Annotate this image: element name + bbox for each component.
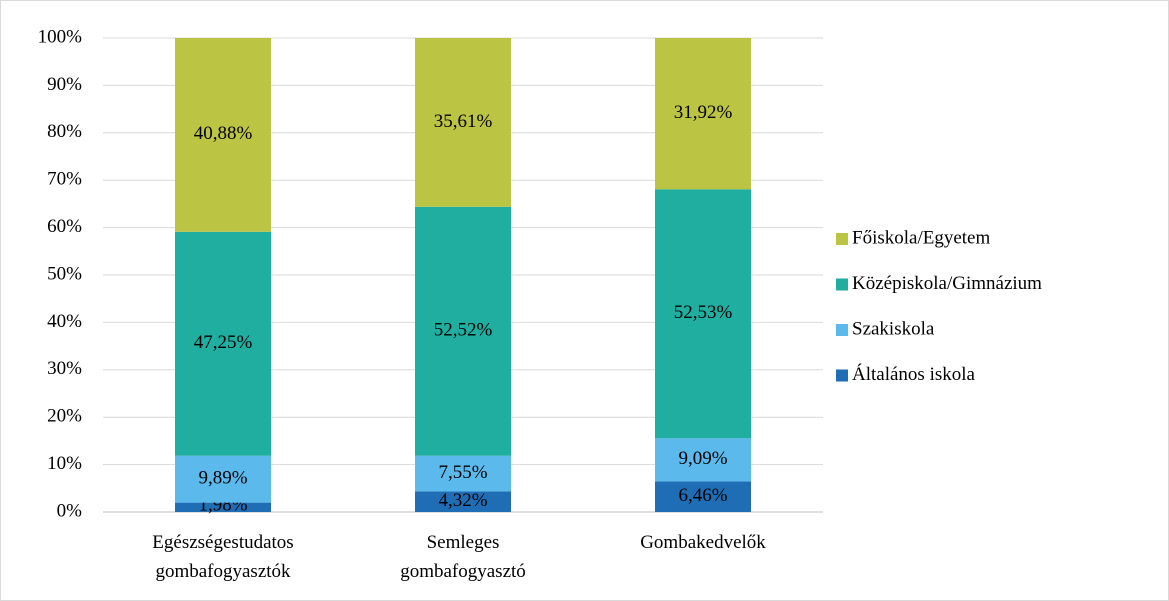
legend-swatch: [836, 324, 848, 336]
y-tick-label: 10%: [47, 453, 82, 474]
legend-swatch: [836, 233, 848, 245]
data-label: 4,32%: [438, 490, 487, 511]
y-tick-label: 30%: [47, 358, 82, 379]
x-tick-label: Semleges gombafogyasztó: [400, 532, 526, 582]
bar-segment: [415, 455, 511, 492]
legend-swatch: [836, 278, 848, 291]
bar-segment: [175, 455, 271, 503]
data-label: 31,92%: [674, 102, 733, 123]
data-label: 35,61%: [434, 111, 493, 132]
y-tick-label: 60%: [47, 216, 82, 237]
y-tick-label: 50%: [47, 263, 82, 284]
bar-segment: [655, 38, 751, 190]
data-label: 52,52%: [434, 320, 493, 341]
bar-segment: [175, 38, 271, 232]
y-tick-label: 20%: [47, 406, 82, 427]
bar-segment: [175, 231, 271, 456]
y-tick-label: 40%: [47, 311, 82, 332]
legend-label: Középiskola/Gimnázium: [852, 273, 1042, 294]
data-label: 9,89%: [198, 468, 247, 489]
bar-segment: [415, 206, 511, 456]
y-tick-label: 100%: [38, 26, 83, 47]
bar-segment: [415, 38, 511, 207]
legend-swatch: [836, 369, 848, 382]
x-tick-label: Egészségestudatos gombafogyasztók: [152, 532, 294, 582]
legend-label: Általános iskola: [852, 363, 976, 385]
x-tick-label: Gombakedvelők: [640, 532, 766, 553]
bar-segment: [655, 481, 751, 512]
y-tick-label: 0%: [57, 500, 83, 521]
data-label: 40,88%: [194, 123, 253, 144]
data-label: 6,46%: [678, 485, 727, 506]
data-label: 52,53%: [674, 302, 733, 323]
data-label: 9,09%: [678, 448, 727, 469]
y-tick-label: 80%: [47, 121, 82, 142]
bar-segment: [415, 491, 511, 512]
data-label: 47,25%: [194, 332, 253, 353]
bar-segment: [655, 189, 751, 439]
y-tick-label: 70%: [47, 169, 82, 190]
y-tick-label: 90%: [47, 74, 82, 95]
legend-label: Szakiskola: [852, 318, 935, 339]
data-label: 7,55%: [438, 462, 487, 483]
legend-label: Főiskola/Egyetem: [852, 227, 990, 248]
bar-segment: [175, 502, 271, 512]
bar-segment: [655, 438, 751, 482]
